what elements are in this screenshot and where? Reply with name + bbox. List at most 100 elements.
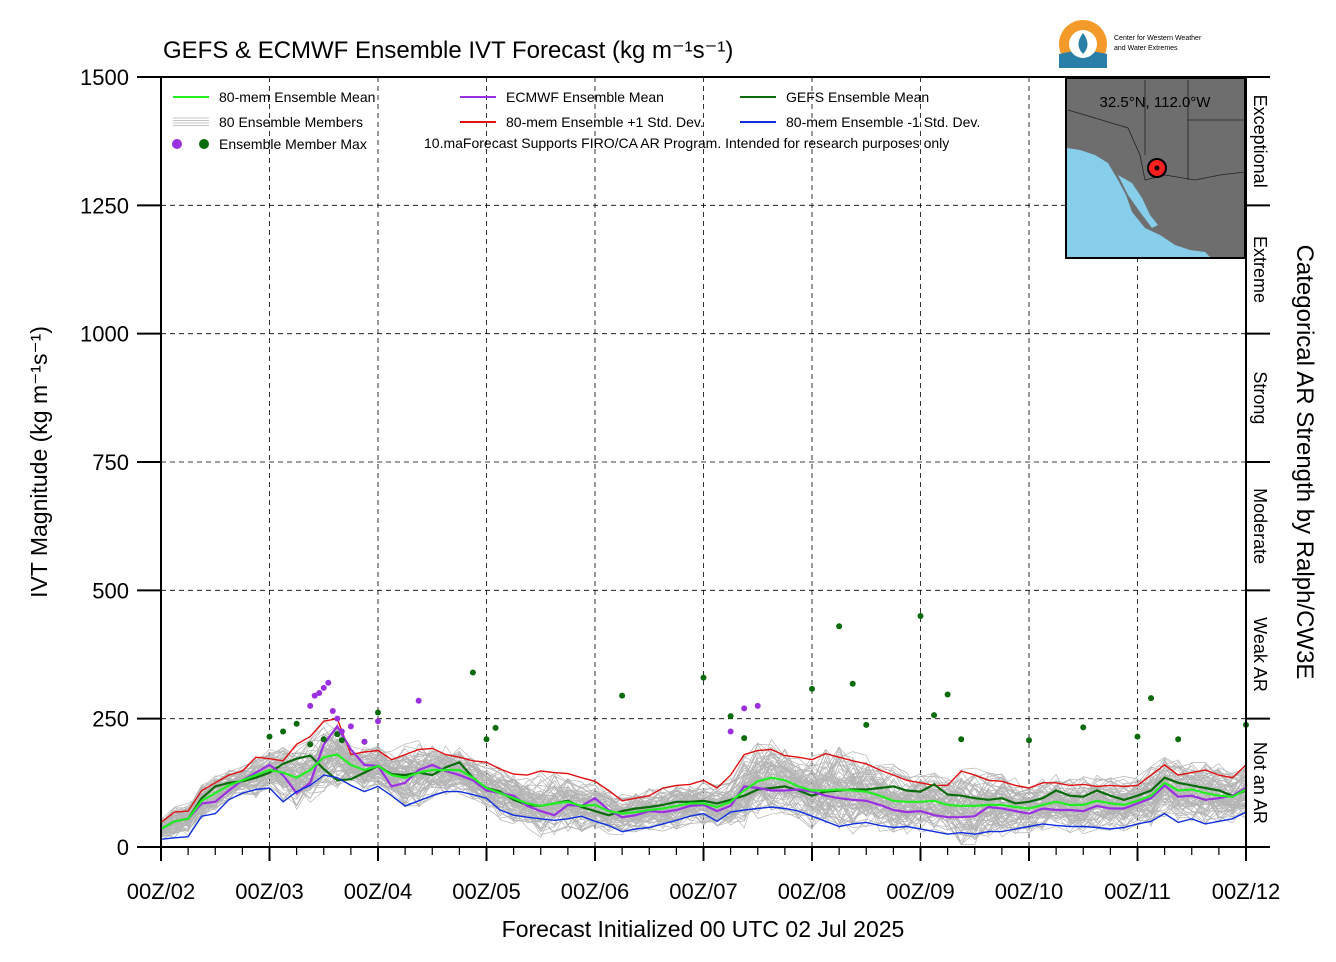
ensemble-max-point — [375, 718, 381, 725]
logo-wave-icon — [1059, 51, 1107, 68]
x-tick-label: 00Z/05 — [452, 879, 521, 904]
category-label: Weak AR — [1250, 617, 1270, 692]
logo-text-line2: and Water Extremes — [1114, 45, 1178, 52]
ensemble-max-point — [307, 741, 314, 748]
legend-label: ECMWF Ensemble Mean — [506, 89, 664, 105]
x-axis-label: Forecast Initialized 00 UTC 02 Jul 2025 — [502, 916, 905, 942]
ensemble-max-point — [741, 705, 748, 712]
ensemble-member-line — [160, 747, 1247, 832]
ensemble-max-point — [338, 728, 345, 735]
y-tick-label: 0 — [117, 835, 129, 860]
ensemble-max-point — [1080, 724, 1087, 731]
legend-dot-gefs — [199, 139, 209, 149]
category-label: Not an AR — [1250, 742, 1270, 824]
ensemble-max-point — [917, 613, 924, 619]
inset-map: 32.5°N, 112.0°W — [1065, 77, 1246, 259]
right-axis-label: Categorical AR Strength by Ralph/CW3E — [1291, 245, 1318, 680]
ensemble-max-point — [619, 692, 626, 699]
legend-label: Ensemble Member Max — [219, 136, 367, 152]
y-tick-label: 250 — [92, 707, 129, 732]
ensemble-max-point — [375, 709, 381, 716]
logo-text-line1: Center for Western Weather — [1114, 35, 1202, 42]
category-label: Extreme — [1250, 236, 1270, 303]
ensemble-max-point — [483, 736, 490, 743]
series-line — [160, 774, 1247, 840]
ensemble-max-point — [1026, 737, 1032, 744]
x-tick-label: 00Z/03 — [235, 879, 304, 904]
ensemble-max-point — [836, 623, 843, 630]
ensemble-member-line — [160, 759, 1247, 845]
x-tick-label: 00Z/10 — [995, 879, 1064, 904]
ensemble-max-point — [325, 679, 332, 686]
y-axis-ticks: 0 250 500 750 1000 1250 1500 — [80, 65, 161, 860]
ar-category-axis: Not an AR Weak AR Moderate Strong Extreme Exc… — [1246, 76, 1270, 848]
ensemble-max-point — [1134, 733, 1141, 740]
x-tick-label: 00Z/04 — [344, 879, 413, 904]
ensemble-max-point — [347, 723, 354, 730]
ensemble-member-line — [160, 740, 1247, 834]
category-label: Strong — [1250, 371, 1270, 424]
x-tick-label: 00Z/07 — [669, 879, 738, 904]
legend-label: 80 Ensemble Members — [219, 114, 363, 130]
legend-label: 80-mem Ensemble +1 Std. Dev. — [506, 114, 704, 130]
ensemble-max-point — [727, 728, 734, 735]
ensemble-max-point — [320, 736, 327, 743]
y-tick-label: 750 — [92, 450, 129, 475]
ensemble-max-point — [958, 736, 965, 743]
legend-note: 10.maForecast Supports FIRO/CA AR Progra… — [424, 135, 949, 151]
legend-label: 80-mem Ensemble -1 Std. Dev. — [786, 114, 980, 130]
logo-drop-icon — [1078, 33, 1088, 54]
ensemble-max-point — [849, 680, 856, 687]
series-line — [160, 753, 1247, 830]
legend-label: GEFS Ensemble Mean — [786, 89, 929, 105]
ensemble-max-point — [754, 702, 761, 709]
ensemble-max-point — [415, 697, 422, 704]
chart-title: GEFS & ECMWF Ensemble IVT Forecast (kg m… — [163, 37, 733, 64]
ensemble-max-point — [863, 721, 870, 728]
ensemble-max-point — [727, 713, 734, 720]
x-axis-ticks: 00Z/02 00Z/03 00Z/04 00Z/05 00Z/06 00Z/07 00Z/… — [127, 847, 1281, 904]
ensemble-max-point — [1148, 695, 1155, 702]
x-tick-label: 00Z/12 — [1212, 879, 1281, 904]
ensemble-max-point — [361, 738, 368, 745]
ensemble-max-point — [266, 733, 273, 740]
ensemble-max-point — [809, 685, 815, 692]
legend-dot-ecmwf — [172, 139, 182, 149]
ensemble-max-point — [1175, 736, 1182, 743]
x-tick-label: 00Z/06 — [561, 879, 630, 904]
cw3e-logo: Center for Western Weather and Water Ext… — [1059, 20, 1202, 68]
category-label: Exceptional — [1250, 95, 1270, 188]
x-tick-label: 00Z/02 — [127, 879, 196, 904]
location-marker-center — [1154, 165, 1160, 171]
inset-map-ocean — [1067, 148, 1210, 257]
ensemble-max-point — [280, 728, 287, 735]
ensemble-max-point — [700, 674, 707, 681]
ensemble-max-points — [266, 613, 1249, 748]
ensemble-max-point — [334, 731, 341, 738]
ensemble-max-point — [338, 737, 345, 744]
ensemble-max-point — [492, 724, 499, 731]
inset-map-state-lines — [1144, 80, 1245, 180]
ensemble-max-point — [316, 690, 323, 696]
x-tick-label: 00Z/09 — [886, 879, 955, 904]
x-tick-label: 00Z/08 — [778, 879, 847, 904]
ensemble-max-point — [334, 715, 341, 722]
grid-lines — [161, 77, 1246, 847]
ensemble-max-point — [311, 692, 318, 699]
inset-map-borders — [1067, 109, 1246, 181]
y-tick-label: 500 — [92, 578, 129, 603]
ensemble-max-point — [944, 691, 951, 698]
y-tick-label: 1250 — [80, 193, 129, 218]
ensemble-max-point — [307, 702, 314, 709]
ensemble-max-point — [320, 684, 327, 691]
legend: 80-mem Ensemble Mean ECMWF Ensemble Mean G… — [172, 89, 980, 152]
y-tick-label: 1000 — [80, 322, 129, 347]
ensemble-max-point — [931, 712, 938, 719]
x-tick-label: 00Z/11 — [1104, 879, 1171, 904]
ensemble-max-point — [293, 720, 300, 727]
ensemble-max-point — [741, 735, 748, 742]
ensemble-max-point — [469, 669, 476, 676]
legend-label: 80-mem Ensemble Mean — [219, 89, 375, 105]
inset-map-label: 32.5°N, 112.0°W — [1100, 94, 1212, 111]
